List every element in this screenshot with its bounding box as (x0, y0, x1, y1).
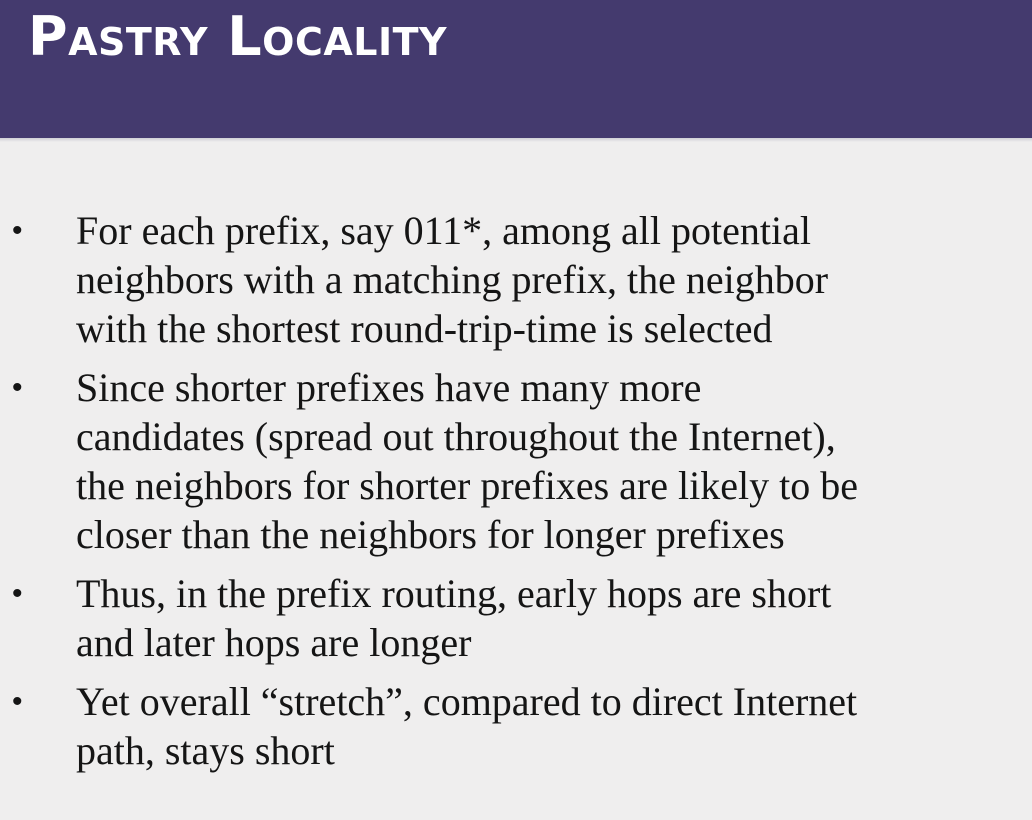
bullet-line: Yet overall “stretch”, compared to direc… (76, 679, 858, 724)
bullet-line: with the shortest round-trip-time is sel… (76, 306, 773, 351)
bullet-line: path, stays short (76, 728, 335, 773)
bullet-line: Thus, in the prefix routing, early hops … (76, 571, 832, 616)
bullet-item-4: • Yet overall “stretch”, compared to dir… (0, 677, 1000, 775)
title-bar: Pastry Locality (0, 0, 1032, 142)
bullet-line: Since shorter prefixes have many more (76, 365, 702, 410)
bullet-item-3: • Thus, in the prefix routing, early hop… (0, 569, 1000, 667)
title-bar-shadow (0, 138, 1032, 142)
bullet-line: For each prefix, say 011*, among all pot… (76, 208, 811, 253)
bullet-icon: • (12, 577, 23, 610)
bullet-item-1: • For each prefix, say 011*, among all p… (0, 206, 1000, 353)
bullet-icon: • (12, 685, 23, 718)
bullet-icon: • (12, 371, 23, 404)
bullet-line: and later hops are longer (76, 620, 472, 665)
bullet-item-2: • Since shorter prefixes have many more … (0, 363, 1000, 559)
bullet-list: • For each prefix, say 011*, among all p… (0, 206, 1000, 785)
bullet-line: candidates (spread out throughout the In… (76, 414, 836, 459)
bullet-icon: • (12, 214, 23, 247)
bullet-line: the neighbors for shorter prefixes are l… (76, 463, 858, 508)
bullet-line: neighbors with a matching prefix, the ne… (76, 257, 829, 302)
bullet-line: closer than the neighbors for longer pre… (76, 512, 785, 557)
slide-title: Pastry Locality (28, 5, 448, 68)
